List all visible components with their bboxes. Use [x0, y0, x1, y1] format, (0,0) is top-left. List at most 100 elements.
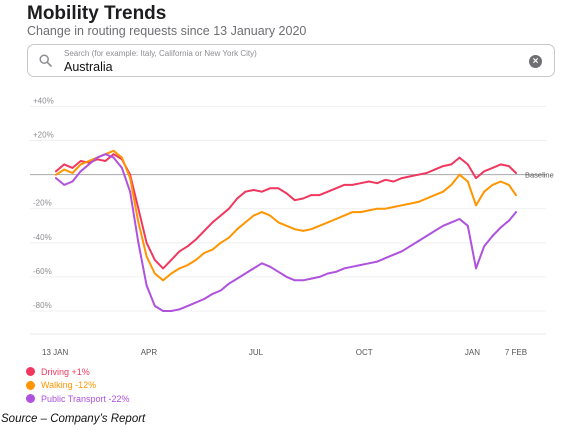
series-point-1 [293, 228, 296, 231]
series-point-2 [343, 267, 346, 270]
series-point-1 [112, 149, 115, 152]
series-point-2 [285, 275, 288, 278]
y-tick-label: -80% [33, 301, 52, 310]
series-point-1 [425, 197, 428, 200]
series-point-1 [343, 214, 346, 217]
series-point-1 [211, 248, 214, 251]
series-point-2 [112, 156, 115, 159]
series-point-0 [425, 172, 428, 174]
series-point-0 [409, 175, 412, 178]
x-tick-label: 7 FEB [505, 348, 527, 357]
series-point-0 [203, 229, 206, 232]
series-point-1 [368, 209, 370, 212]
series-point-2 [277, 270, 280, 273]
series-point-1 [376, 207, 379, 210]
series-point-0 [515, 172, 517, 174]
series-point-2 [71, 180, 74, 183]
series-point-1 [170, 272, 173, 275]
series-point-0 [162, 267, 164, 270]
series-point-1 [145, 255, 148, 258]
search-placeholder: Search (for example: Italy, California o… [64, 49, 257, 58]
series-point-0 [475, 177, 477, 179]
series-point-2 [269, 265, 272, 268]
series-point-2 [228, 282, 230, 285]
series-point-0 [293, 199, 296, 202]
series-point-2 [153, 304, 156, 307]
series-line-2 [55, 153, 517, 312]
series-point-2 [409, 245, 412, 248]
search-input[interactable]: Australia [64, 60, 113, 74]
series-point-2 [425, 235, 428, 237]
series-point-1 [203, 252, 206, 254]
source-note: Source – Company’s Report [1, 413, 146, 425]
series-point-0 [63, 163, 66, 166]
series-point-2 [368, 262, 370, 265]
series-point-0 [466, 163, 469, 166]
series-point-1 [326, 221, 329, 224]
series-point-0 [400, 177, 403, 179]
series-point-0 [326, 190, 329, 193]
series-point-0 [55, 170, 57, 173]
series-point-1 [450, 183, 453, 186]
series-point-0 [277, 187, 280, 190]
series-point-2 [359, 264, 362, 266]
series-point-1 [244, 221, 247, 224]
series-point-2 [178, 308, 181, 311]
series-point-2 [318, 275, 321, 278]
series-point-0 [392, 180, 395, 183]
series-point-1 [310, 228, 313, 231]
series-point-1 [335, 218, 337, 220]
series-point-1 [318, 224, 321, 227]
series-point-2 [466, 224, 469, 227]
series-point-1 [153, 272, 156, 275]
mobility-chart: +40% +20% -20% -40% -60% -80% Baseline 13 JAN AP… [30, 97, 554, 357]
series-point-2 [384, 257, 387, 260]
clear-icon[interactable]: × [529, 55, 542, 68]
series-point-1 [129, 177, 132, 179]
series-point-2 [129, 190, 132, 193]
series-point-1 [219, 241, 222, 244]
series-point-2 [186, 304, 189, 307]
series-point-2 [515, 211, 517, 214]
series-point-0 [458, 156, 461, 159]
series-point-2 [483, 245, 486, 248]
series-point-2 [450, 221, 453, 224]
series-point-2 [79, 170, 82, 173]
search-box[interactable]: Search (for example: Italy, California o… [27, 44, 555, 77]
series-point-2 [145, 284, 148, 287]
series-point-2 [219, 289, 222, 292]
series-point-2 [211, 293, 214, 295]
legend-label: Driving +1% [41, 366, 90, 377]
series-point-0 [170, 258, 173, 261]
legend-item: Public Transport -22% [26, 392, 130, 406]
series-point-1 [392, 206, 395, 208]
series-point-2 [236, 277, 239, 280]
x-tick-label: OCT [356, 348, 373, 357]
series-point-2 [293, 279, 296, 282]
series-point-0 [178, 250, 181, 253]
series-point-2 [400, 250, 403, 253]
series-point-0 [343, 183, 346, 186]
series-point-1 [88, 160, 90, 162]
series-point-2 [351, 265, 354, 268]
y-tick-label: -20% [33, 199, 52, 208]
series-point-2 [252, 267, 255, 270]
legend-item: Driving +1% [26, 365, 130, 379]
series-point-2 [55, 177, 57, 179]
x-tick-label: JUL [249, 348, 264, 357]
legend-label: Walking -12% [41, 380, 97, 391]
y-tick-label: +40% [33, 97, 54, 106]
series-point-1 [409, 202, 412, 205]
series-point-0 [285, 192, 288, 195]
search-icon [39, 54, 52, 67]
series-point-1 [260, 211, 263, 214]
series-point-1 [351, 211, 354, 214]
series-point-1 [499, 180, 502, 183]
series-point-1 [137, 221, 140, 224]
series-line-1 [55, 149, 517, 282]
legend-item: Walking -12% [26, 379, 130, 393]
chart-legend: Driving +1% Walking -12% Public Transport … [26, 365, 130, 406]
series-point-1 [79, 163, 82, 166]
series-point-1 [71, 172, 74, 174]
series-point-1 [508, 183, 510, 186]
